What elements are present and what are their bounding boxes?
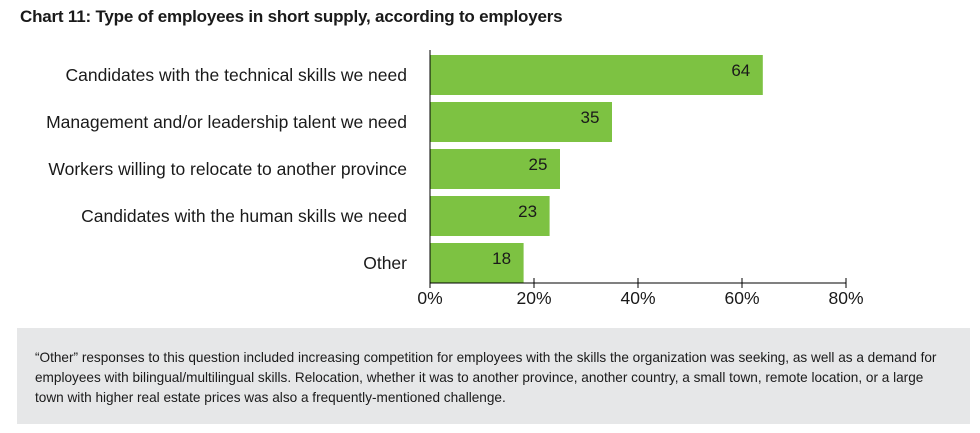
- value-label-management-and-or-leadership-talent-we-need: 35: [581, 108, 600, 127]
- bar-workers-willing-to-relocate-to-another-province: [430, 149, 560, 189]
- category-label-other: Other: [363, 253, 407, 273]
- x-tick-label: 60%: [724, 288, 759, 308]
- bar-management-and-or-leadership-talent-we-need: [430, 102, 612, 142]
- footnote-text: “Other” responses to this question inclu…: [35, 350, 937, 405]
- bar-candidates-with-the-technical-skills-we-need: [430, 55, 763, 95]
- value-labels: 64 35 25 23 18: [492, 61, 750, 268]
- x-tick-label: 0%: [417, 288, 442, 308]
- footnote-box: “Other” responses to this question inclu…: [17, 328, 970, 424]
- category-label-management-and-or-leadership-talent-we-need: Management and/or leadership talent we n…: [46, 112, 407, 132]
- x-axis: 0% 20% 40% 60% 80%: [417, 50, 864, 308]
- category-label-candidates-with-the-technical-skills-we-need: Candidates with the technical skills we …: [66, 65, 407, 85]
- x-tick-label: 80%: [828, 288, 863, 308]
- category-label-workers-willing-to-relocate-to-another-province: Workers willing to relocate to another p…: [48, 159, 407, 179]
- value-label-candidates-with-the-technical-skills-we-need: 64: [731, 61, 750, 80]
- bar-candidates-with-the-human-skills-we-need: [430, 196, 550, 236]
- x-tick-label: 20%: [516, 288, 551, 308]
- x-tick-label: 40%: [620, 288, 655, 308]
- value-label-workers-willing-to-relocate-to-another-province: 25: [529, 155, 548, 174]
- chart-title: Chart 11: Type of employees in short sup…: [20, 7, 563, 26]
- value-label-candidates-with-the-human-skills-we-need: 23: [518, 202, 537, 221]
- value-label-other: 18: [492, 249, 511, 268]
- category-label-candidates-with-the-human-skills-we-need: Candidates with the human skills we need: [81, 206, 407, 226]
- bar-chart: Candidates with the technical skills we …: [46, 50, 864, 308]
- bar-other: [430, 243, 524, 283]
- bars-layer: [430, 55, 763, 283]
- category-labels: Candidates with the technical skills we …: [46, 65, 407, 273]
